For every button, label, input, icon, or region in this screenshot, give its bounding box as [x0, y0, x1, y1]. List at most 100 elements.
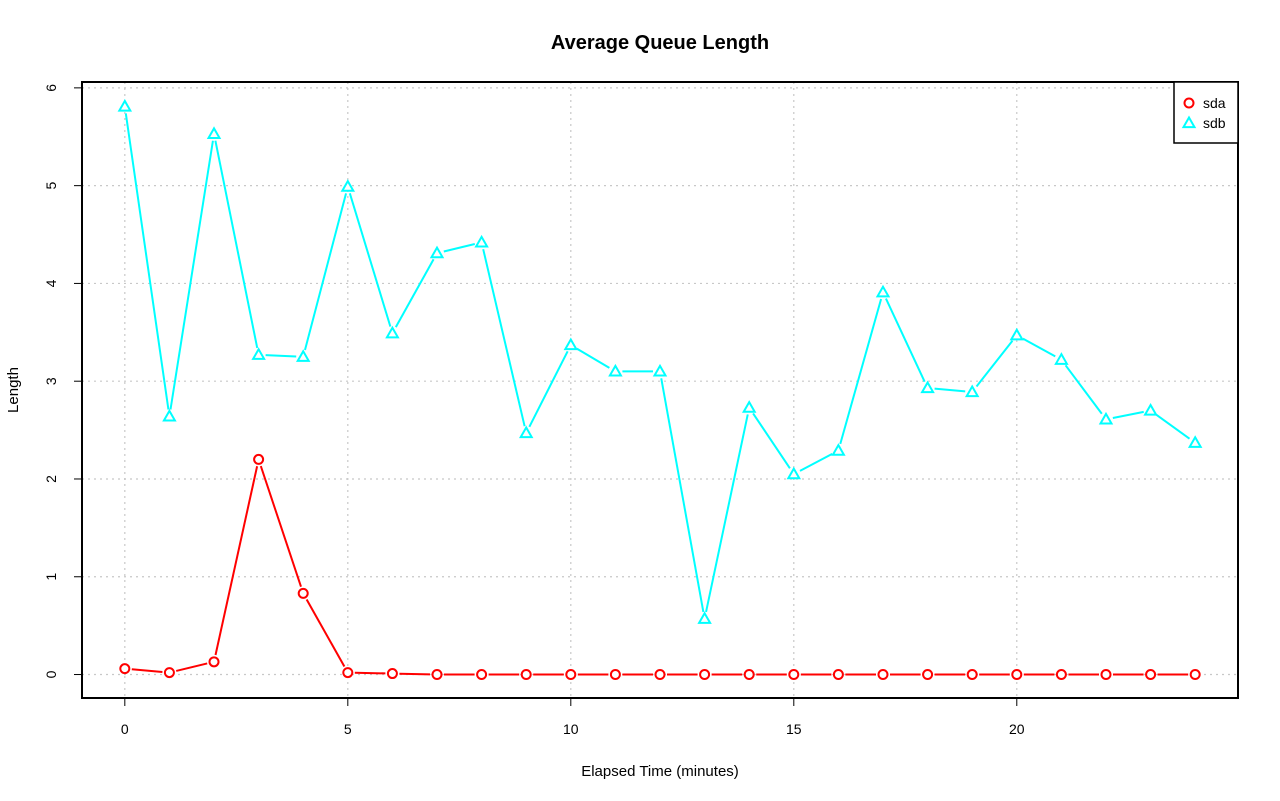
sdb-point: [295, 349, 311, 362]
series-line-segment: [1022, 337, 1056, 358]
sda-point: [877, 669, 889, 681]
sdb-point: [474, 234, 489, 248]
y-tick-label: 6: [43, 84, 59, 92]
sdb-point: [741, 400, 757, 413]
series-line-segment: [1112, 410, 1144, 419]
sda-point: [476, 669, 488, 681]
series-sda: [119, 453, 1201, 681]
sda-point: [788, 669, 800, 681]
series-line-segment: [259, 465, 302, 588]
y-tick-label: 0: [43, 670, 59, 678]
series-line-segment: [705, 414, 749, 613]
sda-point: [431, 669, 443, 681]
series-layer: [117, 98, 1203, 681]
sda-point: [699, 669, 711, 681]
y-tick-label: 1: [43, 573, 59, 581]
chart-title: Average Queue Length: [551, 32, 769, 54]
legend-sdb-label: sdb: [1203, 115, 1226, 131]
series-line-segment: [304, 193, 348, 351]
series-line-segment: [799, 452, 833, 472]
sda-point: [1145, 669, 1157, 681]
sdb-point: [251, 347, 266, 360]
sdb-point: [518, 425, 534, 439]
series-line-segment: [1155, 413, 1191, 440]
sdb-point: [429, 245, 445, 259]
sdb-point: [831, 443, 846, 456]
y-tick-label: 2: [43, 475, 59, 483]
sdb-point: [1054, 352, 1069, 365]
series-line-segment: [576, 347, 610, 369]
series-line-segment: [934, 387, 966, 393]
series-line-segment: [175, 662, 208, 672]
series-line-segment: [885, 298, 926, 383]
sdb-point: [964, 384, 980, 398]
sda-point: [1011, 669, 1023, 681]
series-line-segment: [354, 671, 386, 675]
sdb-point: [162, 408, 177, 422]
sdb-point: [385, 325, 400, 339]
sda-point: [163, 667, 175, 679]
legend: sda sdb: [1173, 81, 1239, 144]
series-line-segment: [482, 248, 526, 427]
series-line-segment: [131, 668, 163, 673]
sdb-point: [608, 363, 623, 377]
sda-point: [1055, 669, 1067, 681]
sda-point: [609, 669, 621, 681]
sda-point: [743, 669, 755, 681]
sda-point: [342, 667, 354, 679]
sda-point: [966, 669, 978, 681]
x-axis-label: Elapsed Time (minutes): [581, 763, 739, 780]
series-line-segment: [265, 354, 297, 358]
sda-point: [565, 669, 577, 681]
series-line-segment: [443, 243, 476, 253]
series-line-segment: [399, 672, 431, 676]
sdb-point: [786, 466, 802, 480]
x-tick-label: 20: [1009, 721, 1025, 737]
sda-point: [297, 587, 309, 599]
sda-point: [520, 669, 532, 681]
sdb-point: [920, 380, 935, 394]
axes: 0 5 10 15 20 0 1 2 3 4 5 6: [43, 84, 1025, 737]
sdb-point: [340, 179, 356, 192]
sdb-point: [652, 363, 668, 377]
series-line-segment: [528, 350, 569, 428]
sdb-point: [563, 337, 579, 351]
series-line-segment: [975, 340, 1014, 388]
sda-point: [1189, 669, 1201, 681]
series-line-segment: [348, 193, 392, 327]
sdb-point: [1143, 403, 1158, 416]
series-line-segment: [394, 258, 435, 328]
legend-sda-label: sda: [1203, 95, 1226, 111]
sdb-point: [1098, 411, 1114, 425]
sdb-point: [697, 611, 712, 624]
series-line-segment: [752, 412, 791, 469]
series-line-segment: [214, 466, 259, 656]
plot-frame: [81, 81, 1239, 699]
series-line-segment: [305, 598, 346, 667]
sdb-point: [1009, 327, 1025, 341]
series-line-segment: [214, 140, 259, 349]
x-tick-label: 15: [786, 721, 802, 737]
sdb-point: [206, 126, 222, 139]
x-tick-label: 10: [563, 721, 579, 737]
sdb-point: [117, 98, 133, 112]
sdb-point: [1187, 435, 1203, 448]
sda-point: [119, 663, 131, 675]
series-line-segment: [839, 298, 883, 445]
x-tick-label: 5: [344, 721, 352, 737]
sda-point: [253, 453, 265, 465]
sda-point: [922, 669, 934, 681]
series-sdb: [117, 98, 1203, 624]
sda-point: [386, 668, 398, 680]
legend-sdb-marker: [1181, 115, 1197, 129]
y-tick-label: 3: [43, 377, 59, 385]
legend-sda-marker: [1183, 97, 1195, 109]
series-line-segment: [124, 113, 170, 410]
y-axis-label: Length: [5, 367, 22, 413]
sda-point: [654, 669, 666, 681]
sda-point: [1100, 669, 1112, 681]
y-tick-label: 4: [43, 279, 59, 287]
x-tick-label: 0: [121, 721, 129, 737]
y-tick-label: 5: [43, 182, 59, 190]
